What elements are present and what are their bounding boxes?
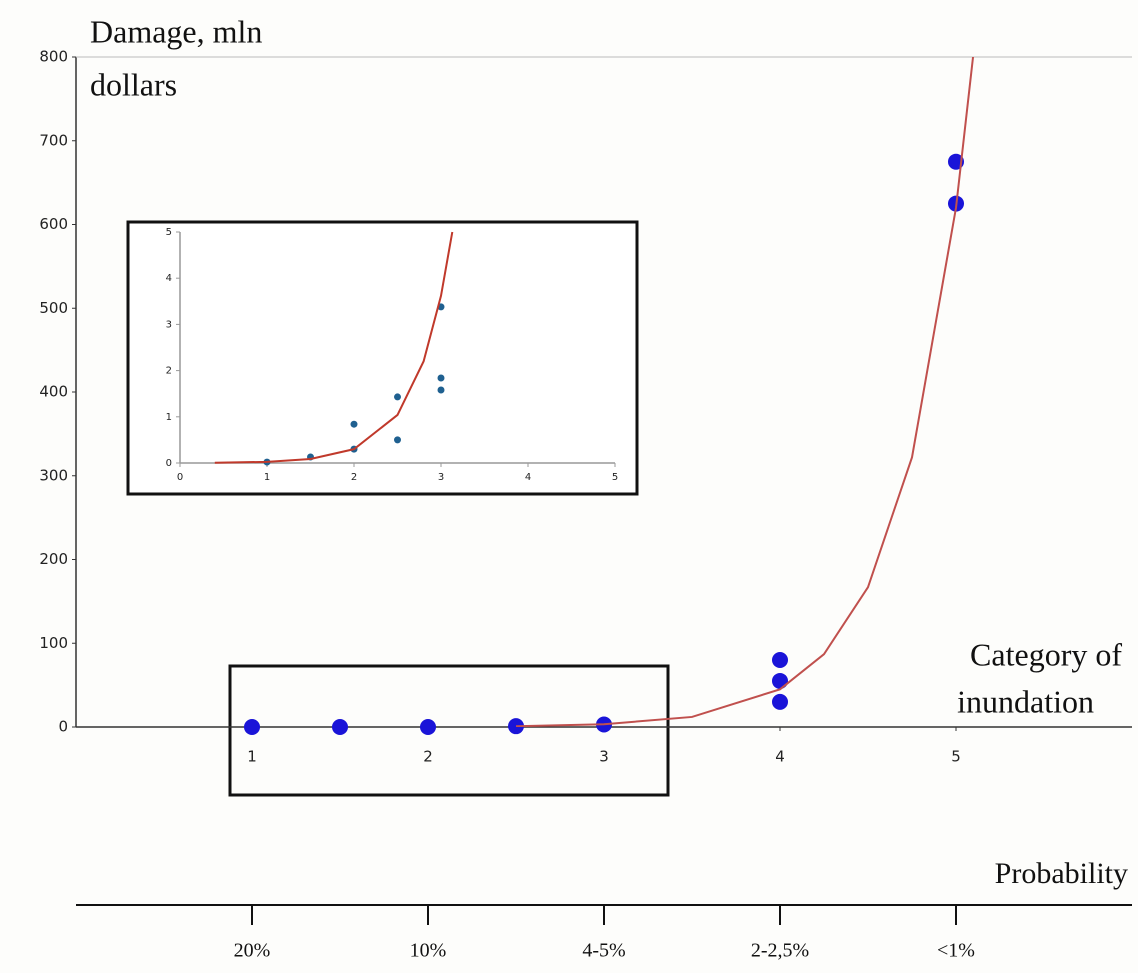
x-tick-label: 1 xyxy=(264,472,270,483)
x-tick-label: 2 xyxy=(423,748,433,766)
y-tick-label: 500 xyxy=(39,299,68,317)
point xyxy=(772,693,788,710)
x-tick-label: 1 xyxy=(247,748,257,766)
x-axis-label: inundation xyxy=(957,683,1094,719)
y-tick-label: 400 xyxy=(39,383,68,401)
y-tick-label: 800 xyxy=(39,48,68,66)
point xyxy=(350,420,358,428)
x-tick-label: 2 xyxy=(351,472,357,483)
point xyxy=(437,386,445,394)
y-tick-label: 0 xyxy=(58,718,68,736)
point xyxy=(394,436,401,444)
inset-box xyxy=(126,220,639,496)
y-tick-label: 600 xyxy=(39,215,68,233)
probability-tick-label: 10% xyxy=(410,940,447,962)
y-tick-label: 2 xyxy=(166,366,172,377)
probability-tick-label: 20% xyxy=(234,940,271,962)
point xyxy=(244,719,260,735)
x-tick-label: 0 xyxy=(177,472,183,483)
x-tick-label: 3 xyxy=(599,748,609,766)
y-tick-label: 3 xyxy=(166,319,172,330)
probability-axis-label: Probability xyxy=(995,857,1128,890)
probability-tick-label: 4-5% xyxy=(582,940,625,962)
y-tick-label: 700 xyxy=(39,131,68,149)
y-tick-label: 200 xyxy=(39,550,68,568)
y-tick-label: 100 xyxy=(39,634,68,652)
fit-curve xyxy=(515,57,975,727)
y-tick-label: 0 xyxy=(166,458,172,469)
point xyxy=(437,374,445,382)
y-axis-label: dollars xyxy=(90,66,177,102)
point xyxy=(394,393,401,401)
x-tick-label: 5 xyxy=(951,748,961,766)
point xyxy=(772,652,788,668)
x-tick-label: 4 xyxy=(775,748,785,766)
point xyxy=(420,719,436,735)
probability-tick-label: <1% xyxy=(937,940,975,962)
zoom-box xyxy=(228,664,670,797)
y-tick-label: 1 xyxy=(166,412,172,423)
point xyxy=(772,672,788,689)
point xyxy=(332,719,348,735)
fit-curve xyxy=(214,231,454,464)
y-tick-label: 300 xyxy=(39,466,68,484)
probability-tick-label: 2-2,5% xyxy=(751,940,809,962)
x-tick-label: 4 xyxy=(525,472,531,483)
y-tick-label: 5 xyxy=(166,227,172,238)
y-tick-label: 4 xyxy=(166,273,172,284)
x-tick-label: 5 xyxy=(612,472,618,483)
y-axis-label: Damage, mln xyxy=(90,13,262,49)
x-axis-label: Category of xyxy=(970,636,1122,672)
x-tick-label: 3 xyxy=(438,472,444,483)
